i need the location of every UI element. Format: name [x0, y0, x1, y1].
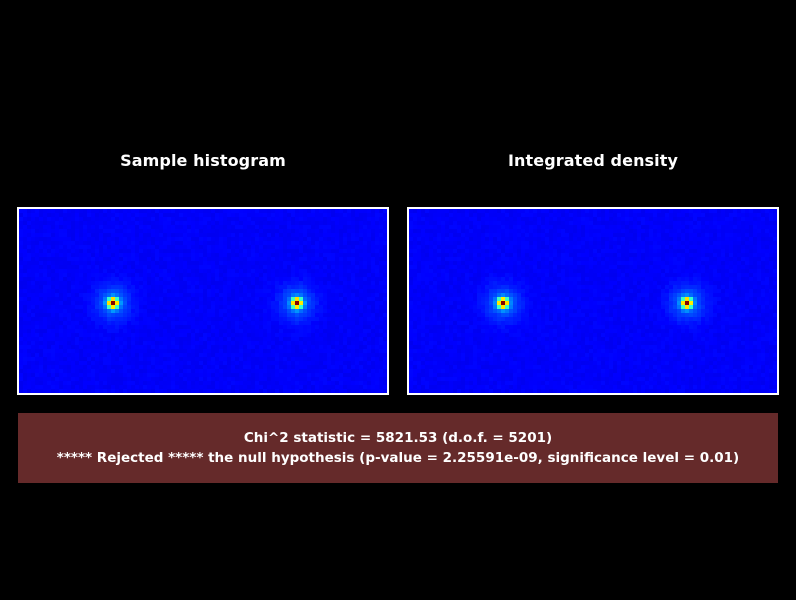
- hypothesis-decision-text: ***** Rejected ***** the null hypothesis…: [56, 450, 740, 466]
- integrated-density-heatmap: [407, 207, 779, 395]
- sample-histogram-canvas: [19, 209, 387, 393]
- test-result-panel: Chi^2 statistic = 5821.53 (d.o.f. = 5201…: [18, 413, 778, 483]
- sample-histogram-title: Sample histogram: [120, 151, 286, 170]
- chi-squared-statistic-text: Chi^2 statistic = 5821.53 (d.o.f. = 5201…: [243, 430, 553, 446]
- sample-histogram-heatmap: [17, 207, 389, 395]
- integrated-density-canvas: [409, 209, 777, 393]
- integrated-density-title: Integrated density: [507, 151, 679, 170]
